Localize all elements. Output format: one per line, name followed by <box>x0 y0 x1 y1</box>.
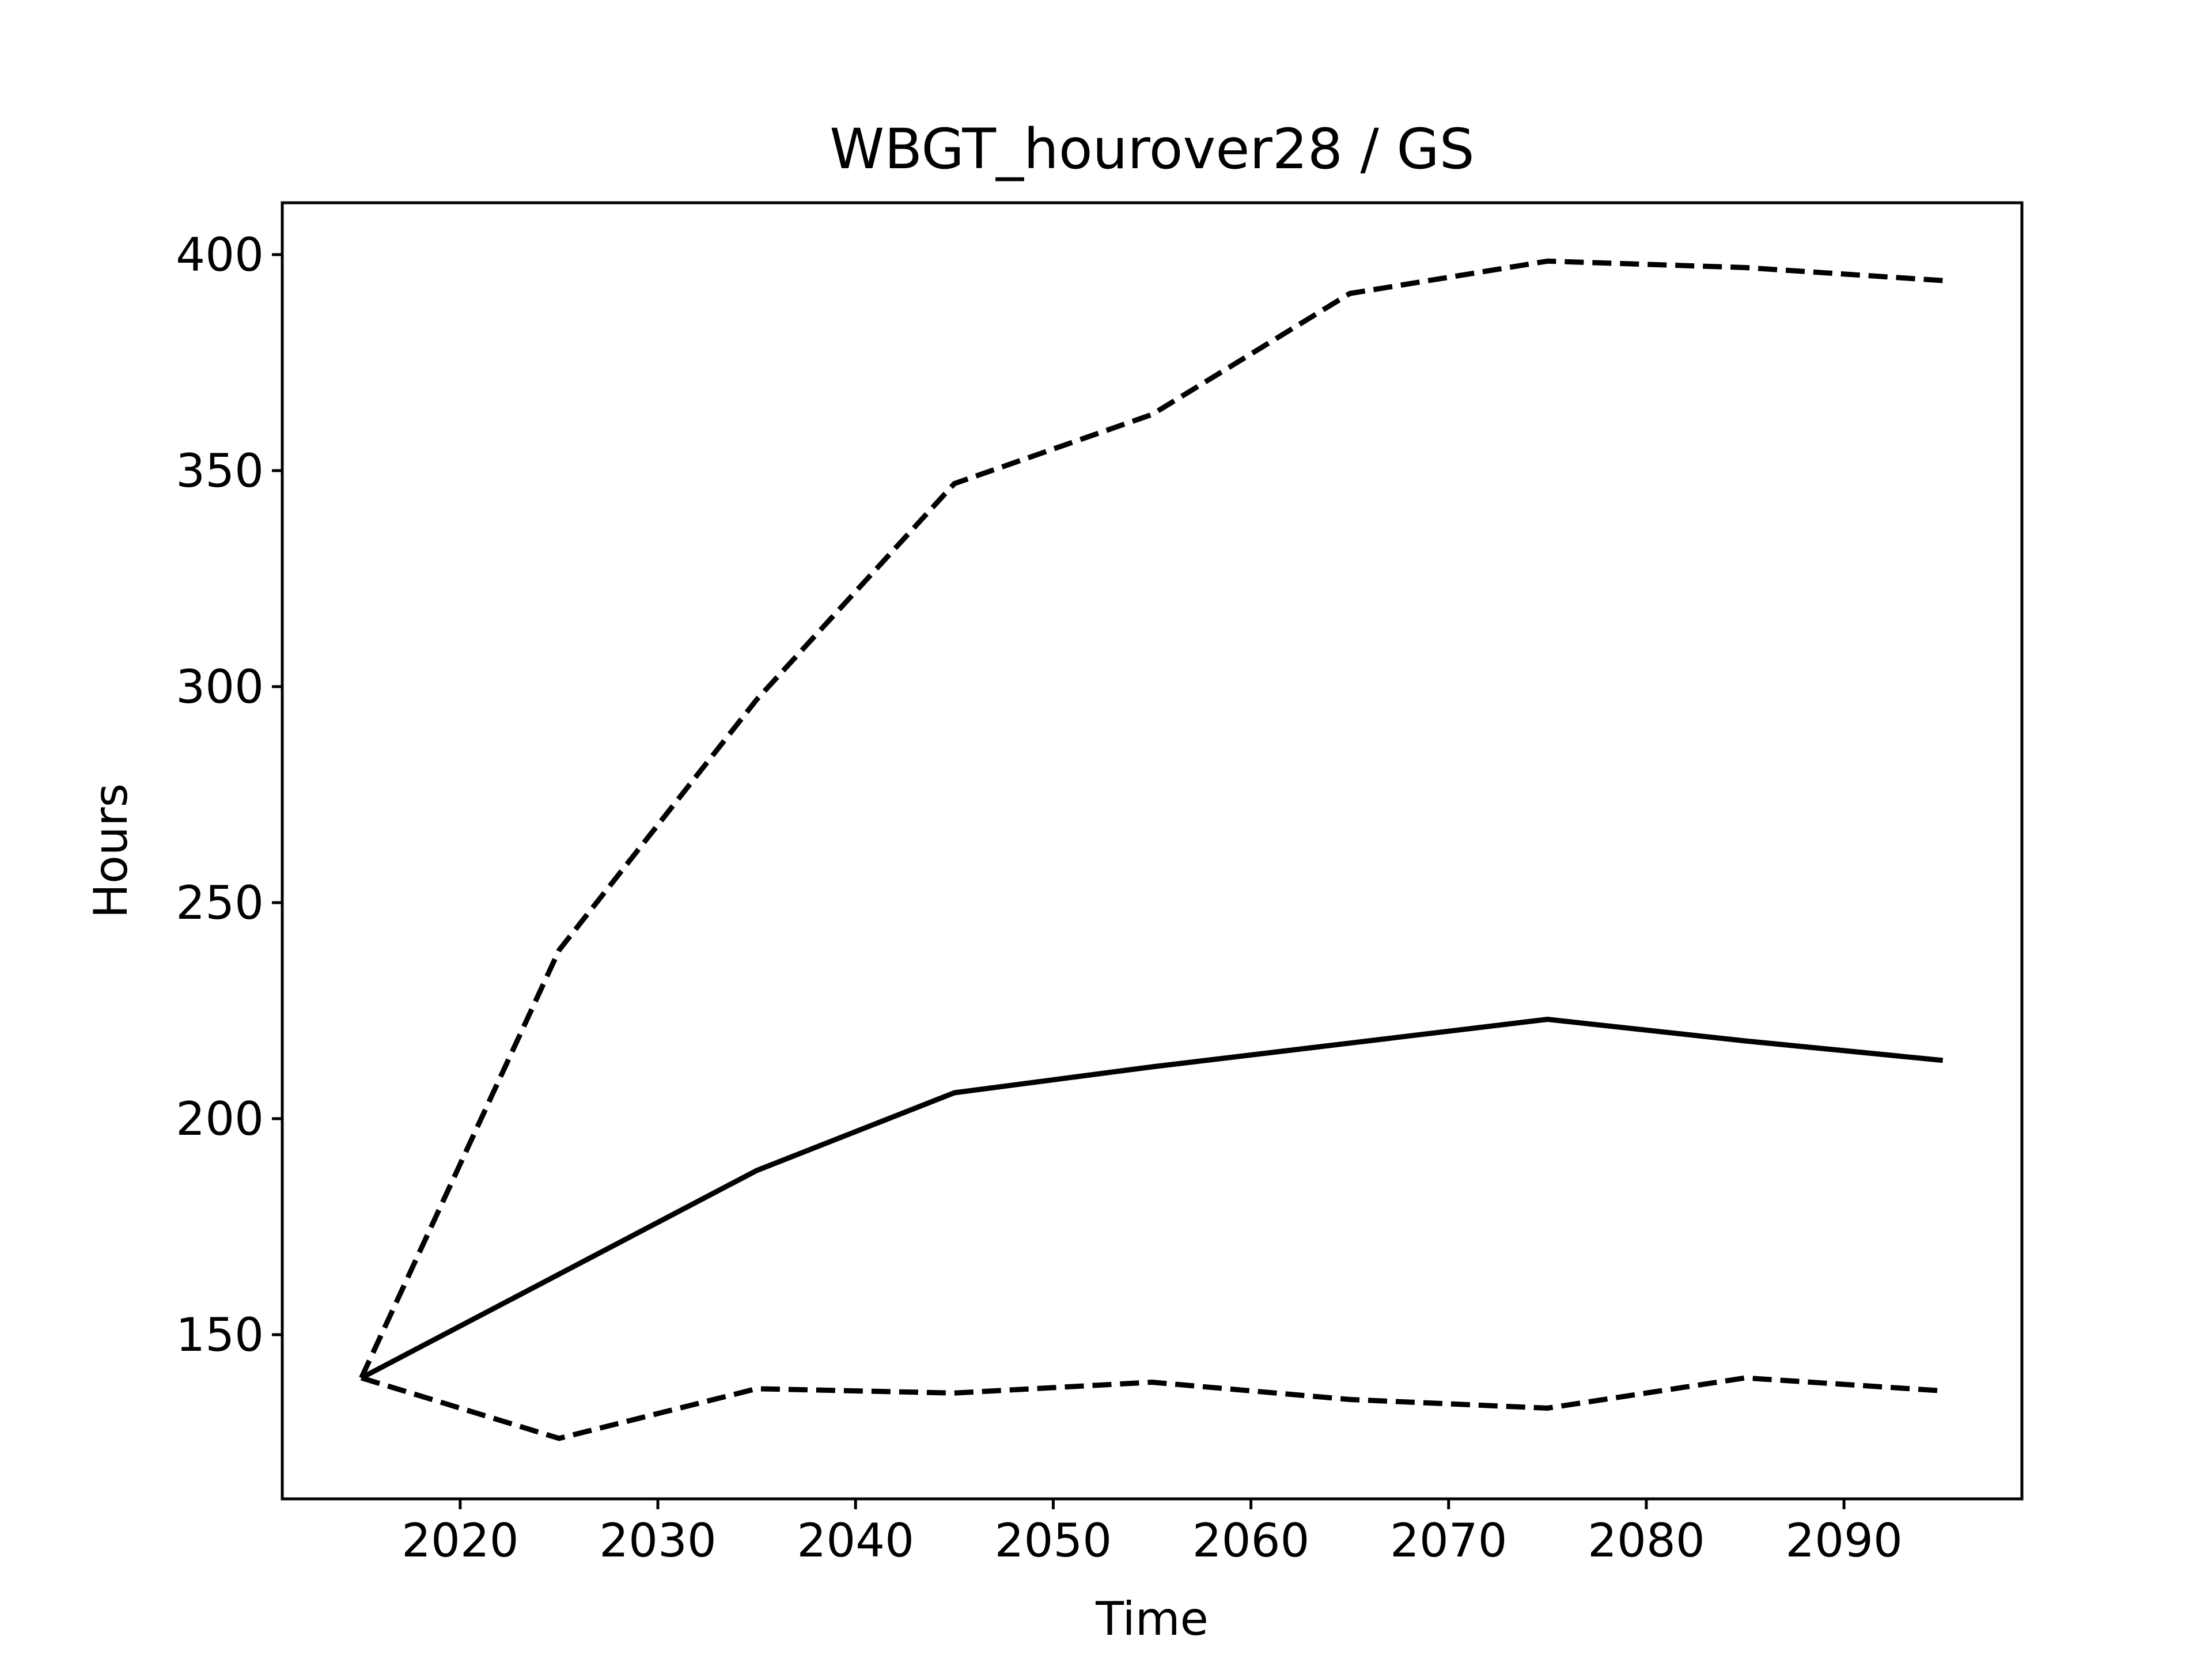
x-tick-label: 2090 <box>1785 1514 1903 1567</box>
x-tick-label: 2070 <box>1390 1514 1508 1567</box>
y-tick-label: 300 <box>176 660 264 714</box>
y-tick-label: 250 <box>176 876 264 930</box>
y-axis-label: Hours <box>84 783 138 918</box>
y-tick-label: 150 <box>176 1308 264 1362</box>
x-tick-label: 2030 <box>599 1514 717 1567</box>
x-tick-label: 2020 <box>402 1514 519 1567</box>
y-tick-label: 400 <box>176 228 264 282</box>
upper-bound-line <box>359 258 1943 1379</box>
chart-title: WBGT_hourover28 / GS <box>830 117 1474 181</box>
plot-area <box>359 258 1944 1441</box>
median-line <box>360 1017 1944 1380</box>
plot-frame <box>281 201 2024 1501</box>
x-tick-label: 2040 <box>797 1514 914 1567</box>
y-axis-ticks: 150 200 250 300 350 400 <box>176 228 282 1362</box>
y-tick-label: 350 <box>176 444 264 498</box>
x-axis-ticks: 2020 2030 2040 2050 2060 2070 2080 2090 <box>402 1499 1903 1567</box>
x-tick-label: 2060 <box>1192 1514 1310 1567</box>
x-axis-label: Time <box>1095 1592 1209 1646</box>
y-tick-label: 200 <box>176 1092 264 1146</box>
x-tick-label: 2050 <box>995 1514 1112 1567</box>
x-tick-label: 2080 <box>1588 1514 1705 1567</box>
lower-bound-line <box>360 1375 1943 1441</box>
